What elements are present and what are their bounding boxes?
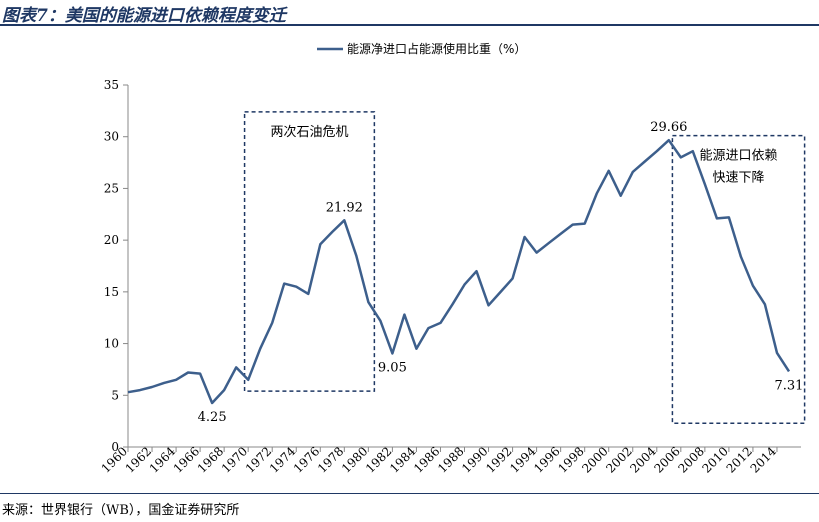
series-line [127, 138, 791, 405]
x-tick-label: 1994 [507, 444, 539, 476]
x-tick-label: 1972 [243, 444, 274, 475]
y-tick-label: 15 [104, 285, 119, 299]
x-tick-label: 1982 [363, 444, 394, 475]
x-tick-label: 1974 [267, 444, 299, 476]
x-tick-label: 1960 [99, 444, 130, 475]
x-tick-label: 1966 [171, 444, 202, 475]
figure-header: 图表7：美国的能源进口依赖程度变迁 [0, 0, 819, 26]
y-tick-label: 5 [111, 388, 119, 402]
x-tick-label: 2000 [579, 444, 610, 475]
x-tick-label: 2006 [651, 444, 682, 475]
y-tick-label: 20 [104, 233, 119, 247]
chart-axes: 0510152025303519601962196419661968197019… [99, 78, 801, 476]
annotation-box [671, 134, 806, 424]
x-tick-label: 1968 [195, 444, 226, 475]
data-label: 9.05 [378, 360, 407, 375]
annotation-box [243, 111, 376, 392]
x-tick-label: 1984 [387, 444, 419, 476]
x-tick-label: 1998 [555, 444, 586, 475]
y-tick-label: 10 [104, 337, 119, 351]
annotation-box-label: 两次石油危机 [270, 124, 348, 140]
x-tick-label: 1980 [339, 444, 370, 475]
y-tick-label: 30 [104, 130, 119, 144]
x-tick-label: 2014 [748, 444, 780, 476]
y-tick-label: 25 [104, 181, 119, 195]
data-label: 21.92 [326, 200, 363, 215]
y-tick-label: 35 [104, 78, 119, 92]
x-tick-label: 2004 [627, 444, 659, 476]
y-tick-label: 0 [111, 440, 119, 454]
x-tick-label: 1976 [291, 444, 322, 475]
x-tick-label: 1962 [123, 444, 154, 475]
x-tick-label: 1988 [435, 444, 466, 475]
x-tick-label: 1996 [531, 444, 562, 475]
point-labels: 4.25 21.92 9.05 29.66 7.31 [198, 120, 804, 425]
figure-title: 图表7：美国的能源进口依赖程度变迁 [2, 6, 286, 26]
x-tick-label: 1992 [483, 444, 514, 475]
data-label: 4.25 [198, 410, 227, 425]
legend-label: 能源净进口占能源使用比重（%） [347, 41, 526, 56]
x-tick-label: 1964 [147, 444, 179, 476]
x-tick-label: 1978 [315, 444, 346, 475]
x-tick-label: 2012 [724, 444, 755, 475]
chart-legend: 能源净进口占能源使用比重（%） [317, 41, 526, 56]
data-label: 7.31 [775, 378, 804, 393]
x-tick-label: 1970 [219, 444, 250, 475]
source-note: 来源：世界银行（WB），国金证券研究所 [2, 503, 240, 518]
annotation-box-label: 能源进口依赖 [699, 149, 777, 164]
footer-divider [0, 493, 819, 494]
x-tick-label: 2002 [603, 444, 634, 475]
annotation-box-label: 快速下降 [712, 171, 764, 186]
x-tick-label: 1990 [459, 444, 490, 475]
x-tick-label: 2008 [675, 444, 706, 475]
x-tick-label: 2010 [700, 444, 731, 475]
data-label: 29.66 [650, 120, 687, 135]
series-group [127, 138, 791, 405]
x-tick-label: 1986 [411, 444, 442, 475]
